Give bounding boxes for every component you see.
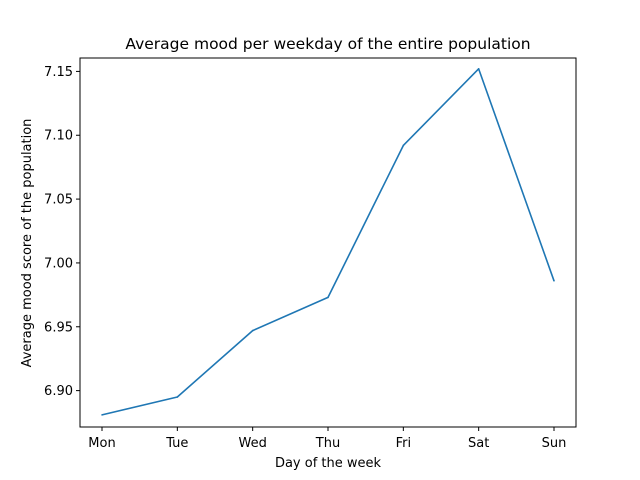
- data-point: [553, 280, 555, 282]
- data-point: [327, 296, 329, 299]
- x-axis-label: Day of the week: [275, 456, 382, 471]
- y-tick-label: 7.05: [44, 193, 73, 208]
- x-tick-label: Tue: [165, 436, 188, 451]
- y-tick-label: 6.90: [44, 384, 73, 399]
- y-tick-label: 6.95: [44, 320, 73, 335]
- x-tick-label: Wed: [238, 436, 266, 451]
- data-point: [477, 68, 480, 70]
- y-axis-ticks: 6.90 6.95 7.00 7.05 7.10 7.15: [44, 65, 80, 399]
- y-axis-label: Average mood score of the population: [20, 119, 35, 368]
- y-tick-label: 7.10: [44, 129, 73, 144]
- x-tick-label: Sat: [468, 436, 489, 451]
- y-tick-label: 7.00: [44, 256, 73, 271]
- chart-title: Average mood per weekday of the entire p…: [125, 35, 530, 53]
- x-axis-ticks: Mon Tue Wed Thu Fri Sat Sun: [88, 427, 566, 451]
- x-tick-label: Fri: [396, 436, 412, 451]
- x-tick-label: Mon: [88, 436, 115, 451]
- plot-background: [80, 58, 576, 427]
- data-point: [176, 396, 179, 398]
- x-tick-label: Sun: [542, 436, 567, 451]
- y-tick-label: 7.15: [44, 65, 73, 80]
- data-point: [251, 329, 254, 332]
- series-layer: [101, 68, 555, 416]
- data-point: [101, 414, 103, 416]
- plot-frame: [79, 57, 577, 428]
- data-point: [402, 144, 405, 147]
- x-tick-label: Thu: [315, 436, 340, 451]
